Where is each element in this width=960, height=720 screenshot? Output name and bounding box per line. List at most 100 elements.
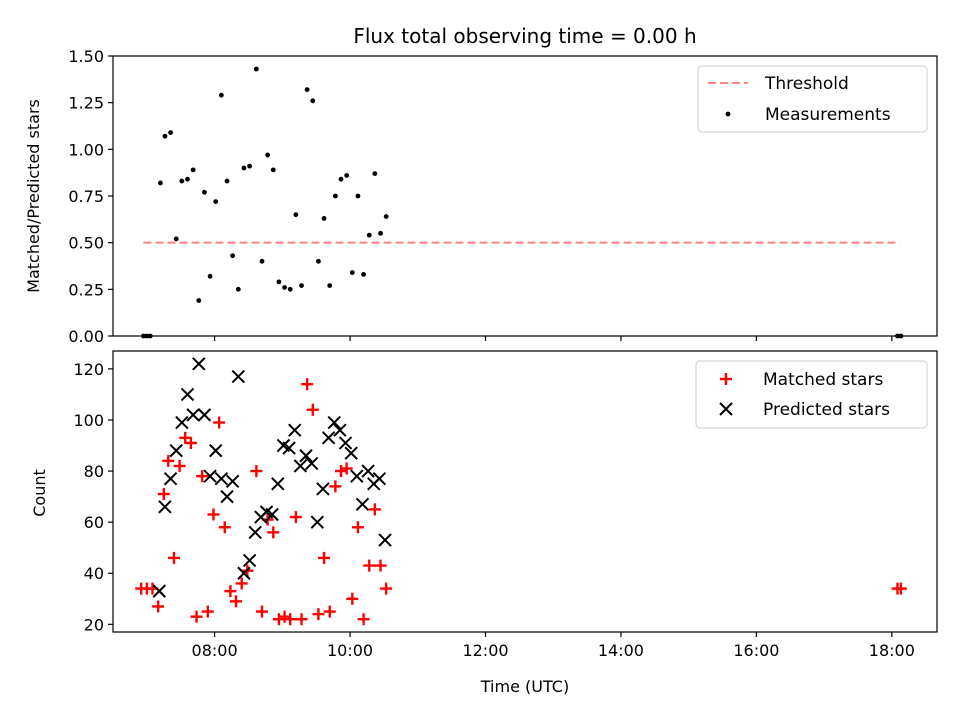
top-y-tick-label: 0.25: [68, 280, 104, 299]
measurement-point: [344, 173, 350, 178]
predicted-point: [304, 456, 319, 471]
matched-point: [289, 511, 302, 524]
measurement-point: [293, 212, 299, 218]
predicted-point: [338, 436, 353, 450]
top-legend-box: [697, 65, 928, 133]
measurement-point: [213, 199, 219, 205]
matched-point: [250, 465, 263, 478]
matched-point: [346, 592, 359, 605]
measurement-point: [168, 130, 173, 135]
x-axis-label: Time (UTC): [480, 677, 569, 696]
top-y-tick-label: 1.00: [68, 140, 104, 159]
predicted-point: [265, 507, 279, 522]
predicted-point: [248, 525, 262, 540]
bottom-panel: 20 40 60 80 100 120 08:00 10:00 12:00 14:00 16:00…: [30, 350, 938, 696]
matched-point: [323, 605, 336, 618]
bottom-y-tick-label: 40: [84, 564, 104, 583]
threshold-legend-label: Threshold: [764, 74, 849, 94]
chart-title: Flux total observing time = 0.00 h: [353, 24, 696, 48]
predicted-point: [293, 459, 308, 473]
bottom-x-tick-label: 16:00: [733, 641, 779, 660]
predicted-point: [180, 387, 195, 402]
predicted-point: [231, 369, 246, 384]
bottom-marks: [135, 357, 907, 626]
matched-point: [201, 605, 214, 618]
measurement-point: [173, 236, 179, 242]
measurement-point: [304, 87, 310, 92]
measurement-point: [316, 258, 321, 264]
predicted-point: [327, 415, 341, 430]
matched-point: [213, 416, 226, 429]
predicted-point: [152, 584, 166, 598]
top-y-ticks: 0.00 0.25 0.50 0.75 1.00 1.25 1.50: [68, 47, 113, 346]
measurement-point: [247, 163, 252, 169]
measurement-point: [190, 167, 196, 173]
matched-point: [235, 577, 248, 590]
measurement-point: [276, 279, 282, 285]
measurement-point: [218, 92, 224, 98]
matched-point: [301, 378, 314, 391]
top-y-tick-label: 0.00: [68, 327, 104, 346]
predicted-point: [225, 474, 240, 488]
matched-point: [267, 526, 280, 539]
predicted-point: [271, 477, 285, 491]
predicted-point: [214, 472, 229, 486]
measurement-point: [299, 283, 304, 288]
predicted-point: [372, 472, 387, 486]
predicted-point: [299, 449, 313, 463]
measurements-legend-marker: [725, 111, 731, 117]
measurement-point: [361, 272, 366, 277]
bottom-x-ticks: 08:00 10:00 12:00 14:00 16:00 18:00: [192, 632, 915, 660]
predicted-point: [344, 446, 358, 460]
measurement-point: [327, 283, 333, 288]
measurement-point: [332, 193, 338, 199]
bottom-x-tick-label: 14:00: [598, 641, 644, 660]
measurement-point: [259, 258, 265, 264]
matched-point: [224, 585, 237, 598]
predicted-point: [350, 469, 364, 483]
matched-point: [335, 465, 348, 478]
matched-point: [295, 613, 308, 626]
top-y-axis-label: Matched/Predicted stars: [24, 99, 43, 293]
matched-point: [272, 613, 285, 626]
matched-point: [380, 582, 393, 595]
measurement-point: [162, 133, 168, 139]
measurement-point: [321, 216, 327, 221]
measurements-legend-label: Measurements: [765, 105, 891, 125]
bottom-y-ticks: 20 40 60 80 100 120: [73, 360, 113, 634]
matched-point: [357, 613, 370, 626]
measurement-point: [310, 98, 316, 104]
bottom-y-tick-label: 80: [84, 462, 104, 481]
matched-point: [218, 521, 231, 534]
top-legend: Threshold Measurements: [697, 65, 928, 133]
measurement-point: [202, 189, 207, 195]
measurement-point: [158, 180, 163, 186]
top-panel: 0.00 0.25 0.50 0.75 1.00 1.25 1.50 Matched/Pre…: [24, 47, 938, 346]
predicted-point: [378, 533, 392, 547]
predicted-point: [192, 357, 206, 371]
matched-point: [329, 480, 342, 493]
predicted-legend-marker: [719, 402, 733, 416]
top-y-tick-label: 1.50: [68, 47, 104, 66]
measurement-point: [355, 193, 361, 199]
measurement-point: [196, 298, 202, 303]
matched-point: [207, 508, 220, 521]
predicted-point: [242, 553, 257, 568]
predicted-point: [316, 482, 330, 496]
matched-legend-marker: [720, 373, 732, 385]
predicted-point: [220, 489, 234, 504]
bottom-y-tick-label: 60: [84, 513, 104, 532]
bottom-y-tick-label: 100: [73, 411, 104, 430]
measurement-point: [179, 178, 185, 184]
measurement-point: [224, 178, 230, 184]
matched-point: [363, 559, 376, 572]
matched-point: [162, 454, 175, 467]
top-y-tick-label: 0.75: [68, 187, 104, 206]
top-x-ticks: [213, 336, 893, 341]
measurement-point: [265, 152, 271, 158]
predicted-point: [361, 464, 375, 478]
bottom-y-tick-label: 20: [84, 615, 104, 634]
matched-point: [184, 436, 197, 449]
matched-point: [284, 613, 297, 626]
predicted-point: [310, 515, 325, 529]
